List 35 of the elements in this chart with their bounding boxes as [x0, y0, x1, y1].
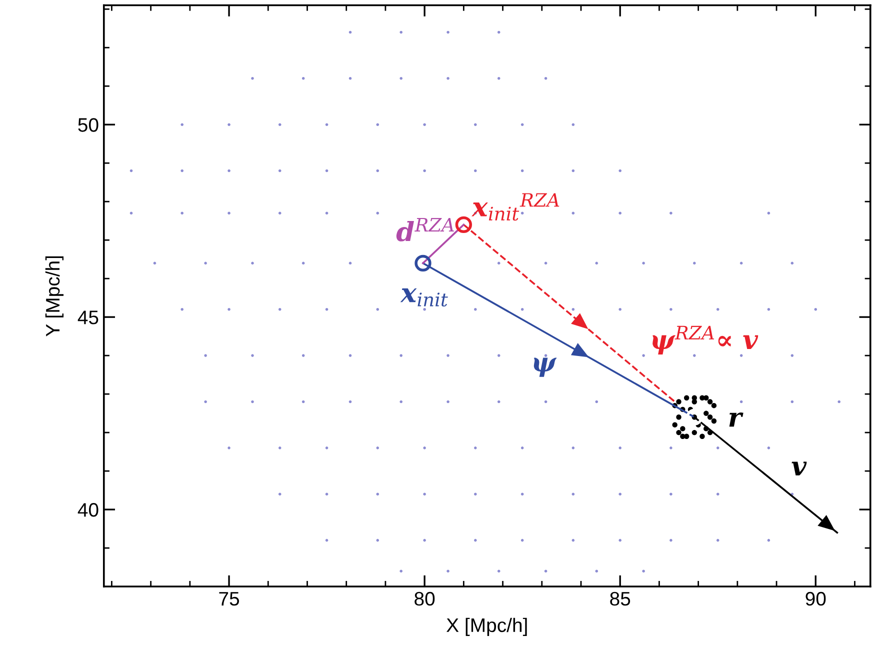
point: [704, 395, 709, 400]
x-tick-label: 75: [219, 592, 240, 606]
point: [711, 402, 717, 408]
x-tick-label: 90: [806, 592, 826, 606]
point: [680, 434, 686, 439]
annotation: ψ: [534, 358, 557, 377]
point: [704, 410, 709, 416]
annotation: d$^{RZA}$: [396, 218, 454, 242]
point: [711, 418, 717, 424]
point: [684, 395, 690, 400]
point: [692, 430, 697, 436]
point: [672, 422, 678, 428]
point: [707, 414, 713, 420]
y-tick-label: 45: [78, 310, 98, 324]
point: [692, 399, 697, 404]
annotation: x$_{init}$: [400, 288, 448, 306]
annotation: v: [792, 462, 807, 476]
point: [680, 426, 686, 432]
x-tick-label: 85: [610, 592, 630, 606]
y-tick-label: 50: [78, 118, 98, 132]
annotation: x$_{init}$$^{RZA}$: [472, 193, 560, 221]
point: [700, 434, 705, 439]
x-axis-title: X [Mpc/h]: [446, 618, 527, 636]
annotation: ψ$^{RZA}$∝ v: [652, 326, 758, 354]
point: [676, 430, 682, 436]
y-tick-label: 40: [78, 502, 98, 517]
annotation: r: [729, 412, 744, 427]
point: [676, 414, 682, 420]
point: [455, 216, 472, 234]
point: [414, 254, 432, 272]
x-tick-label: 80: [414, 592, 435, 606]
y-axis-title: Y [Mpc/h]: [45, 256, 64, 336]
point: [707, 399, 713, 404]
point: [676, 399, 682, 404]
point: [686, 408, 703, 426]
